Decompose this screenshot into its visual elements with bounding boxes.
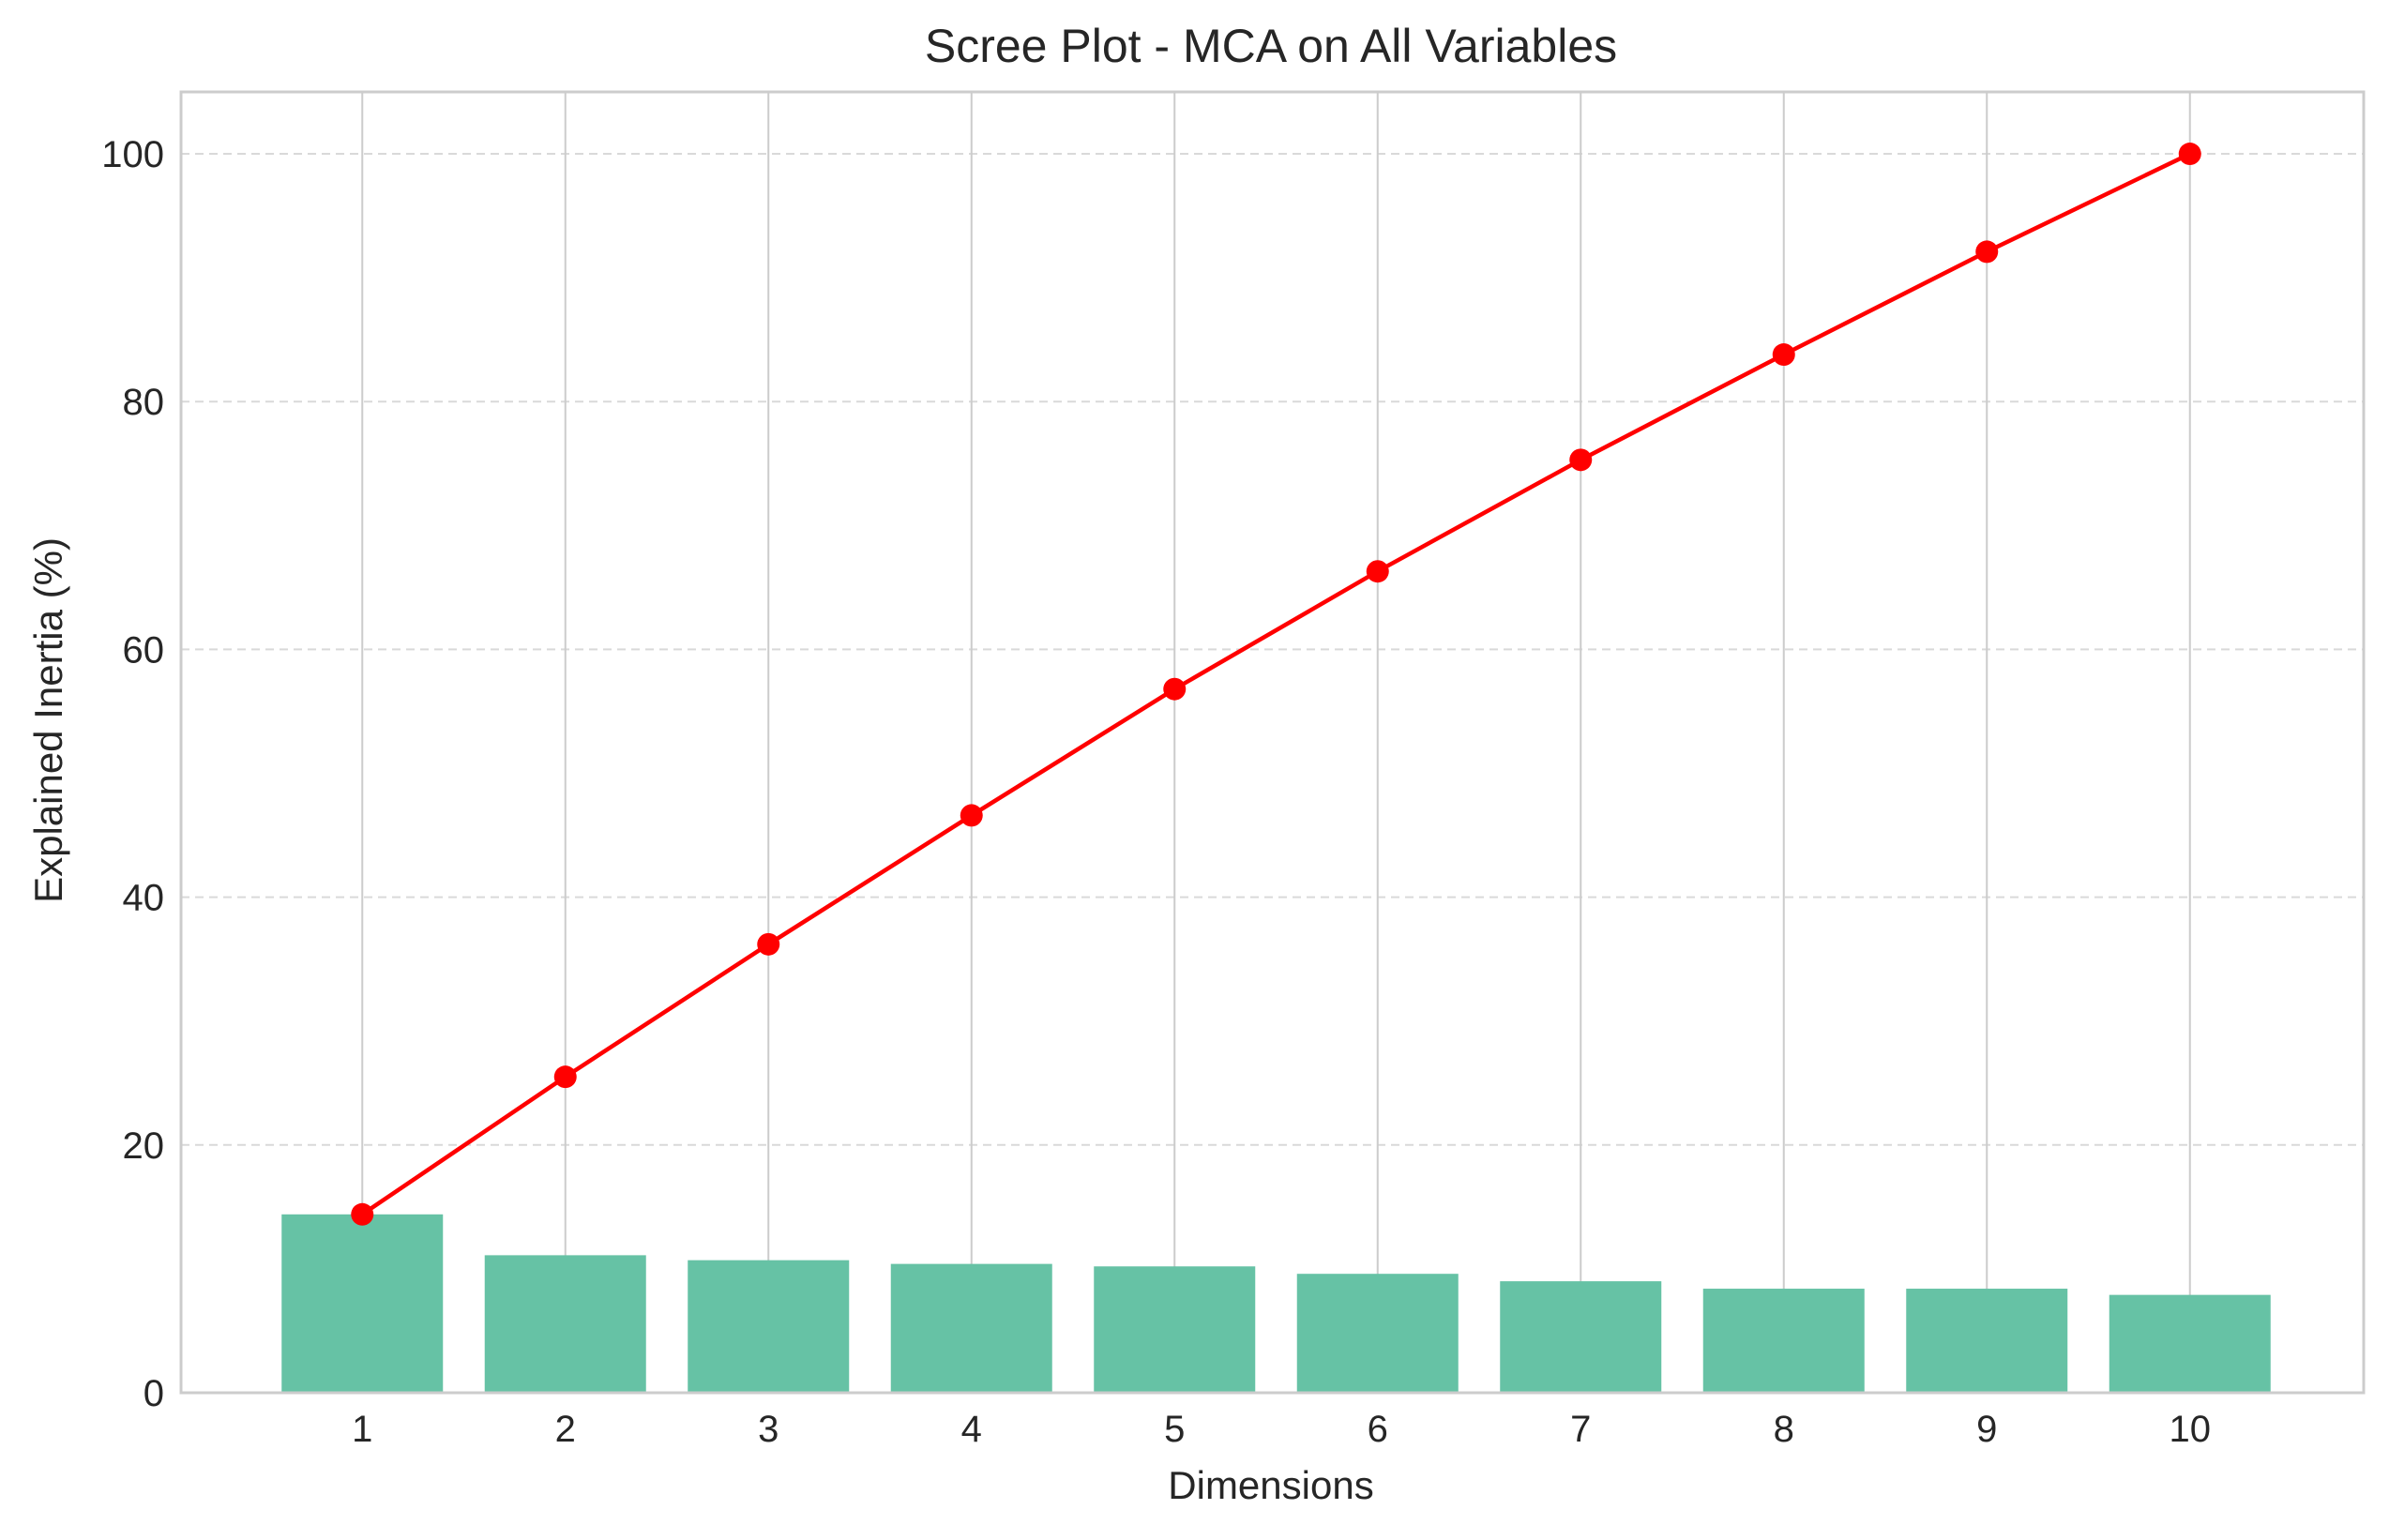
bar-layer	[281, 1214, 2271, 1393]
x-tick-label: 9	[1976, 1409, 1997, 1450]
line-layer	[351, 143, 2201, 1226]
cumulative-point	[1163, 677, 1187, 701]
x-tick-label: 8	[1774, 1409, 1794, 1450]
bar	[1500, 1281, 1662, 1393]
bar	[2109, 1294, 2271, 1393]
cumulative-point	[1569, 448, 1593, 472]
y-tick-label: 100	[101, 134, 164, 175]
bar	[281, 1214, 444, 1393]
x-axis-label: Dimensions	[1168, 1463, 1373, 1507]
y-axis-label: Explained Inertia (%)	[26, 537, 70, 903]
bar	[688, 1260, 850, 1393]
cumulative-point	[553, 1065, 577, 1089]
y-tick-label: 40	[123, 878, 165, 919]
y-tick-label: 80	[123, 382, 165, 423]
x-tick-label: 7	[1570, 1409, 1591, 1450]
x-tick-label: 2	[555, 1409, 576, 1450]
y-tick-label: 60	[123, 629, 165, 671]
cumulative-point	[1975, 240, 1999, 264]
x-tick-label: 1	[352, 1409, 372, 1450]
x-tick-label: 6	[1368, 1409, 1388, 1450]
bar	[890, 1263, 1052, 1393]
bar	[1094, 1266, 1256, 1393]
x-tick-label: 3	[758, 1409, 779, 1450]
bar	[1702, 1289, 1865, 1393]
cumulative-point	[757, 932, 780, 956]
bar	[1906, 1289, 2068, 1393]
axes-layer: 0 20 40 60 80 100 1 2 3 4 5 6 7 8 9 10	[101, 90, 2366, 1450]
x-tick-label: 4	[961, 1409, 982, 1450]
chart-title: Scree Plot - MCA on All Variables	[925, 20, 1617, 72]
cumulative-point	[351, 1202, 374, 1226]
bar	[484, 1255, 646, 1393]
plot-frame	[179, 90, 2366, 1395]
x-tick-label: 10	[2170, 1409, 2212, 1450]
y-tick-label: 20	[123, 1125, 165, 1167]
bar	[1296, 1274, 1459, 1393]
cumulative-line	[360, 152, 2191, 1216]
cumulative-point	[1366, 560, 1389, 583]
cumulative-point	[2178, 143, 2201, 166]
grid-layer	[181, 92, 2364, 1393]
cumulative-point	[1772, 343, 1795, 367]
y-tick-label: 0	[144, 1373, 164, 1414]
x-tick-label: 5	[1164, 1409, 1185, 1450]
cumulative-point	[960, 804, 983, 827]
